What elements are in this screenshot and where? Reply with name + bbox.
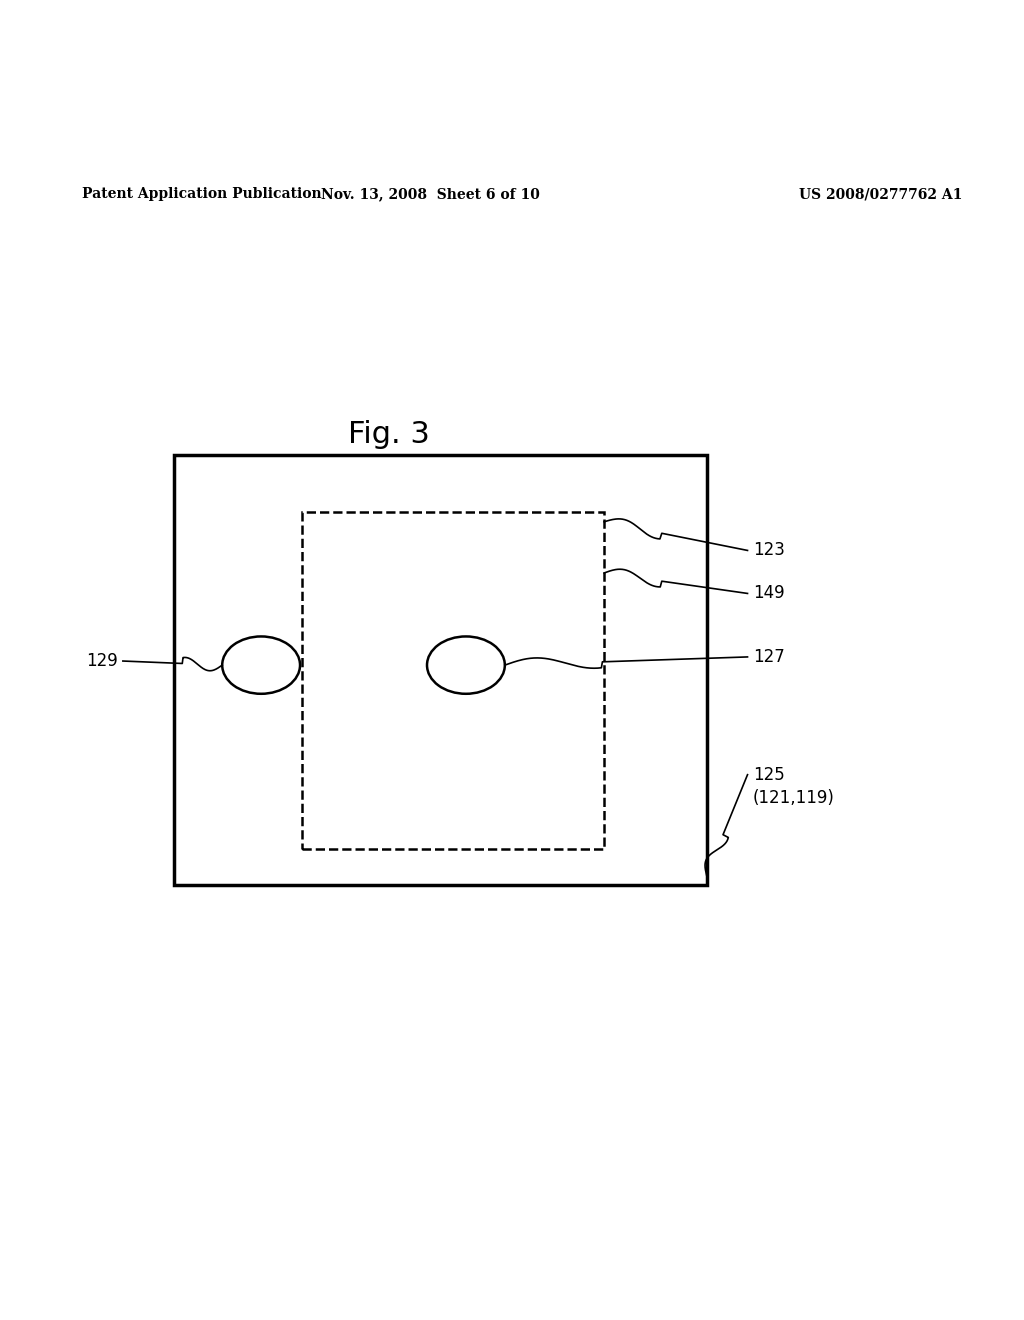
Text: 129: 129	[86, 652, 118, 671]
Text: (121,119): (121,119)	[753, 789, 835, 808]
Text: 125: 125	[753, 766, 784, 784]
Bar	[174, 455, 707, 886]
Text: 127: 127	[753, 648, 784, 665]
Text: Nov. 13, 2008  Sheet 6 of 10: Nov. 13, 2008 Sheet 6 of 10	[321, 187, 540, 201]
Ellipse shape	[222, 636, 300, 694]
Ellipse shape	[427, 636, 505, 694]
Text: 149: 149	[753, 585, 784, 602]
Text: US 2008/0277762 A1: US 2008/0277762 A1	[799, 187, 963, 201]
Bar	[302, 512, 604, 850]
Text: 123: 123	[753, 541, 784, 560]
Text: Patent Application Publication: Patent Application Publication	[82, 187, 322, 201]
Text: Fig. 3: Fig. 3	[348, 420, 430, 449]
